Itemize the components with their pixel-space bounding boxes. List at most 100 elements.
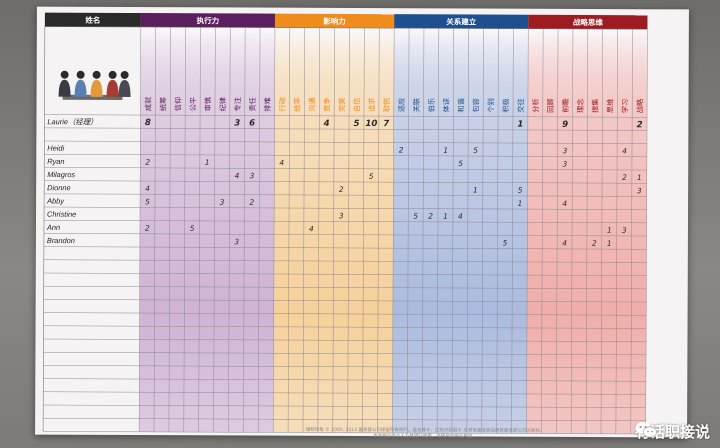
column-line	[421, 28, 425, 434]
theme-label: 成就	[144, 97, 153, 111]
group-header-label: 关系建立	[446, 16, 477, 26]
group-header-3	[528, 14, 648, 30]
column-line	[481, 28, 484, 434]
watermark: 有话职接说	[635, 421, 710, 442]
row-line	[44, 219, 647, 224]
row-line	[43, 365, 646, 369]
person-name: Christine	[47, 210, 76, 219]
column-line	[243, 27, 246, 433]
theme-rank: 5	[518, 186, 523, 195]
theme-rank: 4	[458, 212, 463, 221]
group-header-label: 战略思维	[573, 17, 604, 27]
theme-rank: 2	[339, 185, 344, 194]
theme-label: 排难	[263, 97, 272, 111]
strengths-team-grid-sheet: 姓名 执行力 影响力 关系建立 战略思维 成就 统筹 信仰 公平 审慎 纪律 专注 责任 排难 行动 统率 沟通…	[35, 6, 689, 441]
theme-label: 自信	[352, 98, 361, 112]
theme-rank: 4	[562, 239, 567, 248]
row-line	[43, 378, 646, 382]
copyright-footer: 版权所有 © 2000, 2012 盖洛普公司保留所有权利。盖洛普®、优势识别器…	[165, 427, 685, 441]
theme-label: 统筹	[159, 97, 168, 111]
row-line	[43, 351, 647, 356]
column-line	[302, 27, 305, 433]
row-line	[43, 246, 647, 250]
column-line	[585, 28, 589, 434]
column-line	[645, 29, 648, 435]
theme-label: 信仰	[174, 97, 183, 111]
theme-rank: 2	[592, 239, 597, 248]
theme-label: 包容	[472, 98, 481, 112]
column-line	[287, 27, 291, 433]
theme-label: 完美	[337, 98, 346, 112]
person-name: Milagros	[47, 170, 75, 179]
column-line	[347, 27, 350, 433]
theme-rank: 1	[205, 158, 210, 167]
row-line	[44, 153, 647, 158]
theme-rank: 2	[622, 173, 627, 182]
theme-rank: 5	[503, 238, 508, 247]
column-line	[451, 28, 454, 434]
theme-rank: 4	[309, 224, 314, 233]
theme-label: 分析	[531, 98, 540, 112]
row-line	[44, 127, 648, 131]
theme-label: 公平	[188, 97, 197, 111]
column-line	[138, 27, 142, 432]
theme-rank: 2	[145, 158, 150, 167]
theme-label: 前瞻	[561, 98, 570, 112]
theme-label: 搜集	[591, 99, 600, 113]
theme-rank: 6	[249, 119, 255, 129]
grid-line	[44, 26, 648, 30]
group-header-2	[394, 14, 529, 29]
theme-rank: 5	[190, 224, 195, 233]
theme-label: 思维	[606, 99, 615, 113]
group-header-0	[140, 13, 276, 28]
group-band-2	[392, 28, 529, 434]
theme-rank: 4	[235, 171, 240, 180]
person-name: Abby	[46, 196, 65, 205]
theme-label: 取悦	[382, 98, 391, 112]
column-line	[407, 28, 410, 434]
column-line	[436, 28, 440, 434]
column-line	[630, 29, 633, 434]
column-line	[556, 28, 559, 434]
column-line	[570, 28, 574, 434]
group-header-label: 执行力	[197, 15, 220, 25]
theme-label: 和谐	[457, 98, 466, 112]
theme-label: 交往	[516, 98, 525, 112]
name-header-label: 姓名	[84, 15, 100, 25]
theme-label: 体谅	[442, 98, 451, 112]
column-line	[377, 28, 380, 433]
theme-label: 关联	[412, 98, 421, 112]
row-line	[43, 325, 647, 329]
theme-label: 纪律	[218, 97, 227, 111]
theme-rank: 5	[145, 197, 150, 206]
theme-rank: 4	[145, 184, 150, 193]
column-line	[168, 27, 171, 432]
theme-rank: 2	[145, 224, 150, 233]
row-line	[43, 285, 647, 290]
column-line	[332, 27, 335, 433]
theme-rank: 10	[365, 119, 377, 129]
theme-label: 回顾	[546, 98, 555, 112]
theme-rank: 3	[637, 186, 642, 195]
theme-label: 个别	[486, 98, 495, 112]
column-line	[198, 27, 201, 433]
theme-rank: 1	[607, 226, 612, 235]
column-line	[272, 27, 276, 433]
column-line	[228, 27, 231, 433]
column-line	[600, 29, 603, 434]
column-line	[496, 28, 499, 434]
theme-label: 战略	[635, 98, 644, 113]
person-name: Brandon	[47, 236, 75, 245]
person-body-icon	[90, 79, 103, 97]
row-line	[43, 299, 647, 303]
theme-rank: 1	[518, 199, 523, 208]
theme-label: 竞争	[323, 97, 332, 111]
row-line	[43, 233, 647, 237]
theme-rank: 3	[563, 146, 568, 155]
person-body-icon	[74, 79, 87, 97]
theme-rank: 3	[563, 159, 568, 168]
theme-rank: 2	[249, 198, 254, 207]
column-line	[153, 27, 156, 432]
theme-rank: 3	[234, 237, 239, 246]
